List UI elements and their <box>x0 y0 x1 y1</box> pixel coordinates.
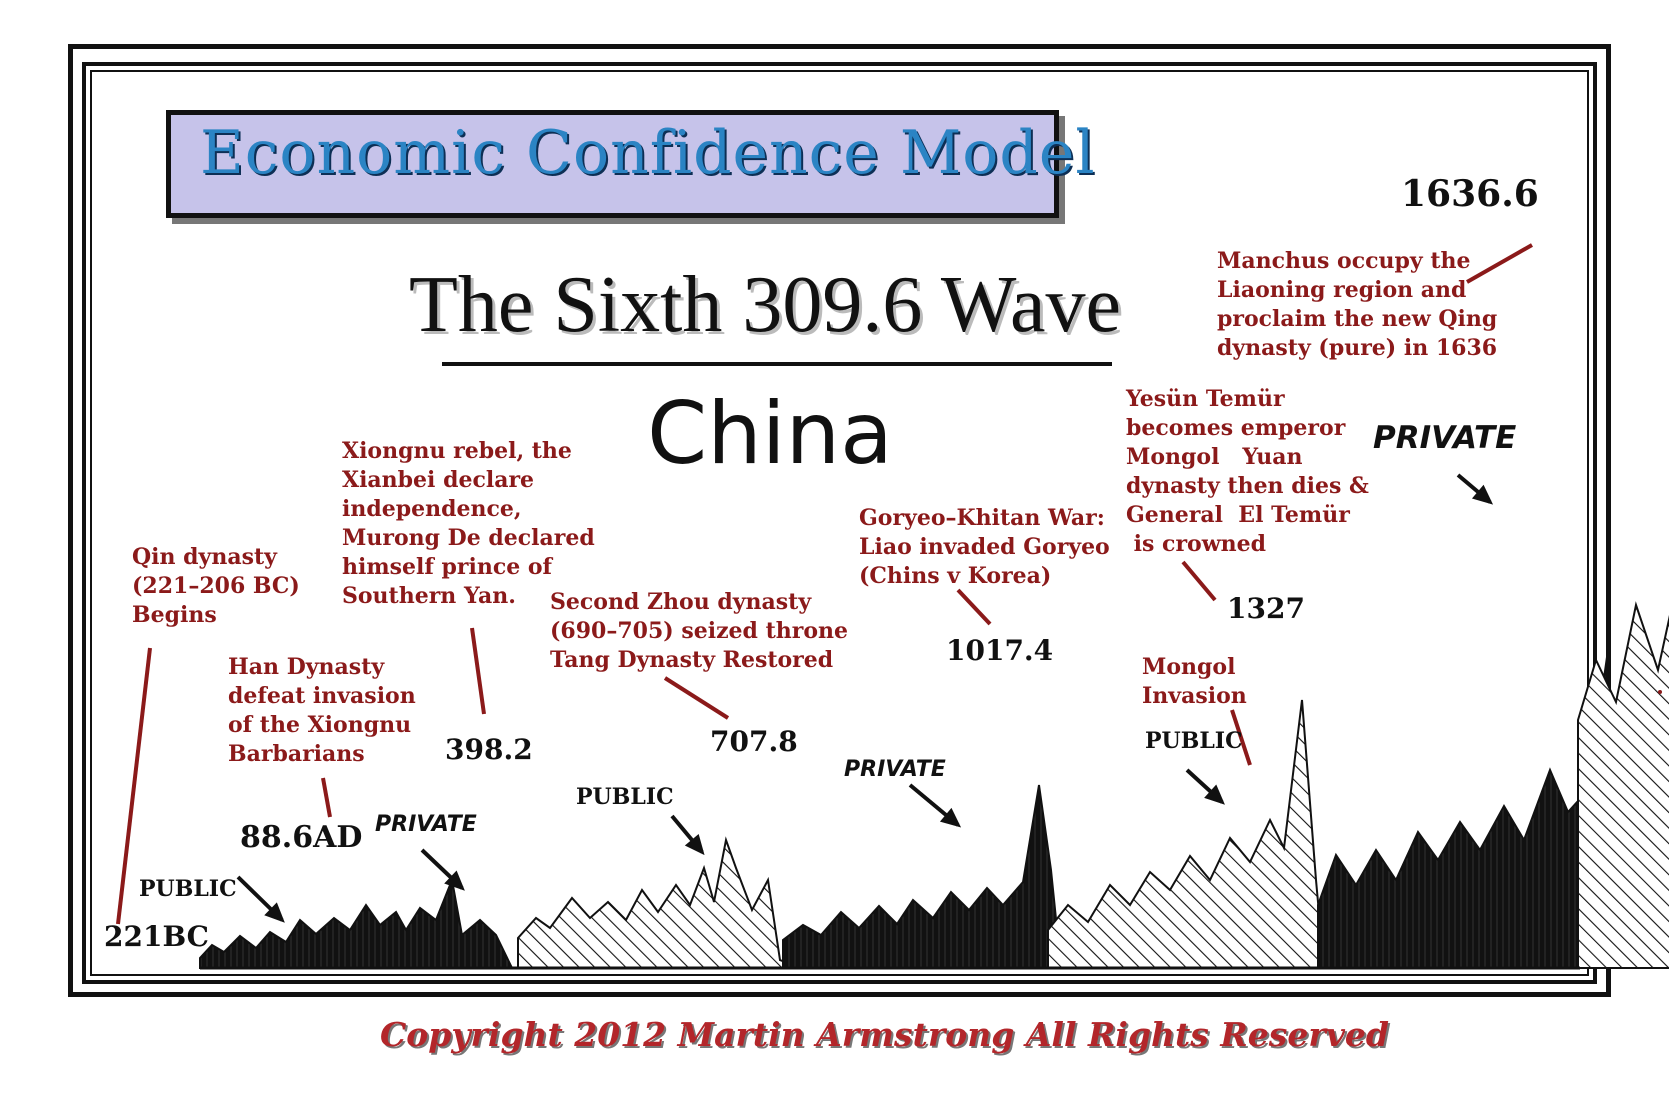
phase-arrow-4 <box>908 783 962 828</box>
annotation-han: Han Dynasty defeat invasion of the Xiong… <box>228 654 416 767</box>
phase-arrow-3 <box>670 814 705 856</box>
banner-title: Economic Confidence Model <box>200 118 1096 188</box>
wave-areas <box>199 601 1669 970</box>
annotation-manchus: Manchus occupy the Liaoning region and p… <box>1217 248 1498 361</box>
annotation-leaders <box>116 243 1533 925</box>
phase-label-public-1: PUBLIC <box>139 876 237 902</box>
peak-label-398-2: 398.2 <box>445 733 533 766</box>
banner-box <box>166 110 1059 218</box>
leader-line-6 <box>1181 560 1217 602</box>
wave-segment-2 <box>517 836 801 969</box>
phase-arrow-6 <box>1456 473 1494 505</box>
peak-label-1636-6: 1636.6 <box>1401 173 1539 215</box>
annotation-goryeo: Goryeo–Khitan War: Liao invaded Goryeo (… <box>859 505 1110 589</box>
leader-line-1 <box>116 647 152 925</box>
wave-title: The Sixth 309.6 Wave <box>409 261 1121 349</box>
phase-arrow-2 <box>420 848 465 891</box>
inner-frame-line <box>90 70 1589 976</box>
outer-frame <box>68 44 1611 997</box>
leader-line-4 <box>663 676 730 720</box>
title-underline <box>442 362 1112 366</box>
annotation-mongol: Mongol Invasion <box>1142 654 1247 709</box>
peak-label-221bc: 221BC <box>104 920 209 953</box>
peak-label-707-8: 707.8 <box>710 725 798 758</box>
annotation-yesun: Yesün Temür becomes emperor Mongol Yuan … <box>1126 386 1369 557</box>
leader-line-5 <box>956 588 992 626</box>
phase-arrows <box>236 473 1494 923</box>
leader-line-7 <box>1230 709 1252 766</box>
annotation-xiongnu: Xiongnu rebel, the Xianbei declare indep… <box>342 438 595 609</box>
phase-label-private-3: PRIVATE <box>1373 420 1517 456</box>
wave-segment-6 <box>1577 601 1669 969</box>
annotation-second-zhou: Second Zhou dynasty (690–705) seized thr… <box>550 589 849 673</box>
wave-segment-3 <box>782 784 1063 969</box>
stray-dot <box>1658 690 1662 694</box>
phase-label-private-1: PRIVATE <box>375 812 477 837</box>
peak-label-1017-4: 1017.4 <box>946 634 1054 667</box>
wave-segment-4 <box>1047 699 1326 969</box>
leader-line-3 <box>470 627 486 715</box>
peak-label-1327: 1327 <box>1227 592 1305 625</box>
country-title: China <box>647 384 893 484</box>
wave-segment-1 <box>199 876 514 969</box>
phase-label-public-3: PUBLIC <box>1145 728 1243 754</box>
phase-label-public-2: PUBLIC <box>576 784 674 810</box>
phase-arrow-5 <box>1185 768 1225 805</box>
leader-line-2 <box>321 777 332 818</box>
peak-label-88-6ad: 88.6AD <box>240 820 363 855</box>
phase-label-private-2: PRIVATE <box>844 757 946 782</box>
wave-segment-5 <box>1317 649 1632 969</box>
phase-arrow-1 <box>236 875 285 923</box>
inner-frame <box>82 62 1597 984</box>
copyright-notice: Copyright 2012 Martin Armstrong All Righ… <box>380 1015 1389 1054</box>
leader-line-8 <box>1466 243 1533 284</box>
annotation-qin: Qin dynasty (221–206 BC) Begins <box>132 544 300 628</box>
